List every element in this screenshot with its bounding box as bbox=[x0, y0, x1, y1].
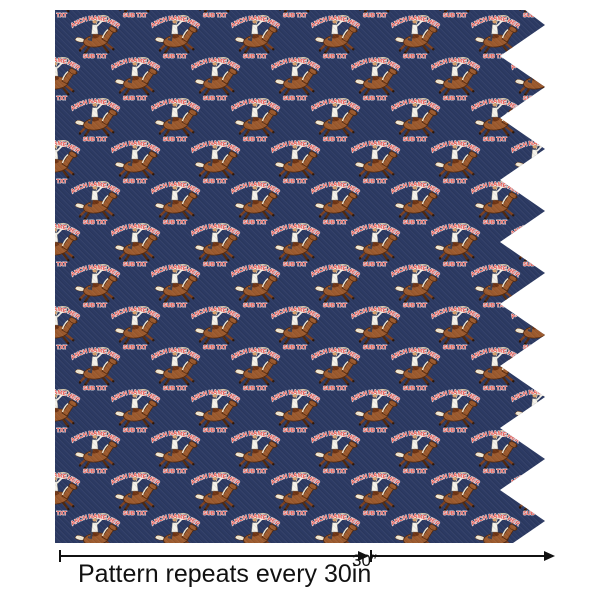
repeat-dimension-line bbox=[60, 555, 363, 557]
cowboy-horse-motif bbox=[227, 509, 283, 543]
cowboy-horse-motif bbox=[67, 509, 123, 543]
cowboy-horse-motif bbox=[387, 509, 443, 543]
cowboy-horse-motif bbox=[467, 509, 523, 543]
dimension-tick-middle bbox=[370, 550, 372, 562]
pattern-swatch bbox=[55, 10, 545, 543]
segment-dimension-line bbox=[372, 555, 544, 557]
cowboy-horse-motif bbox=[147, 509, 203, 543]
cowboy-horse-motif bbox=[507, 385, 545, 433]
cowboy-horse-motif bbox=[307, 509, 363, 543]
cowboy-horse-motif bbox=[507, 136, 545, 184]
segment-arrowhead-icon bbox=[544, 551, 555, 561]
repeat-arrowhead-icon bbox=[358, 551, 369, 561]
segment-length-label: 30″ bbox=[352, 551, 377, 570]
pattern-repeat-label: Pattern repeats every 30in bbox=[78, 560, 372, 588]
